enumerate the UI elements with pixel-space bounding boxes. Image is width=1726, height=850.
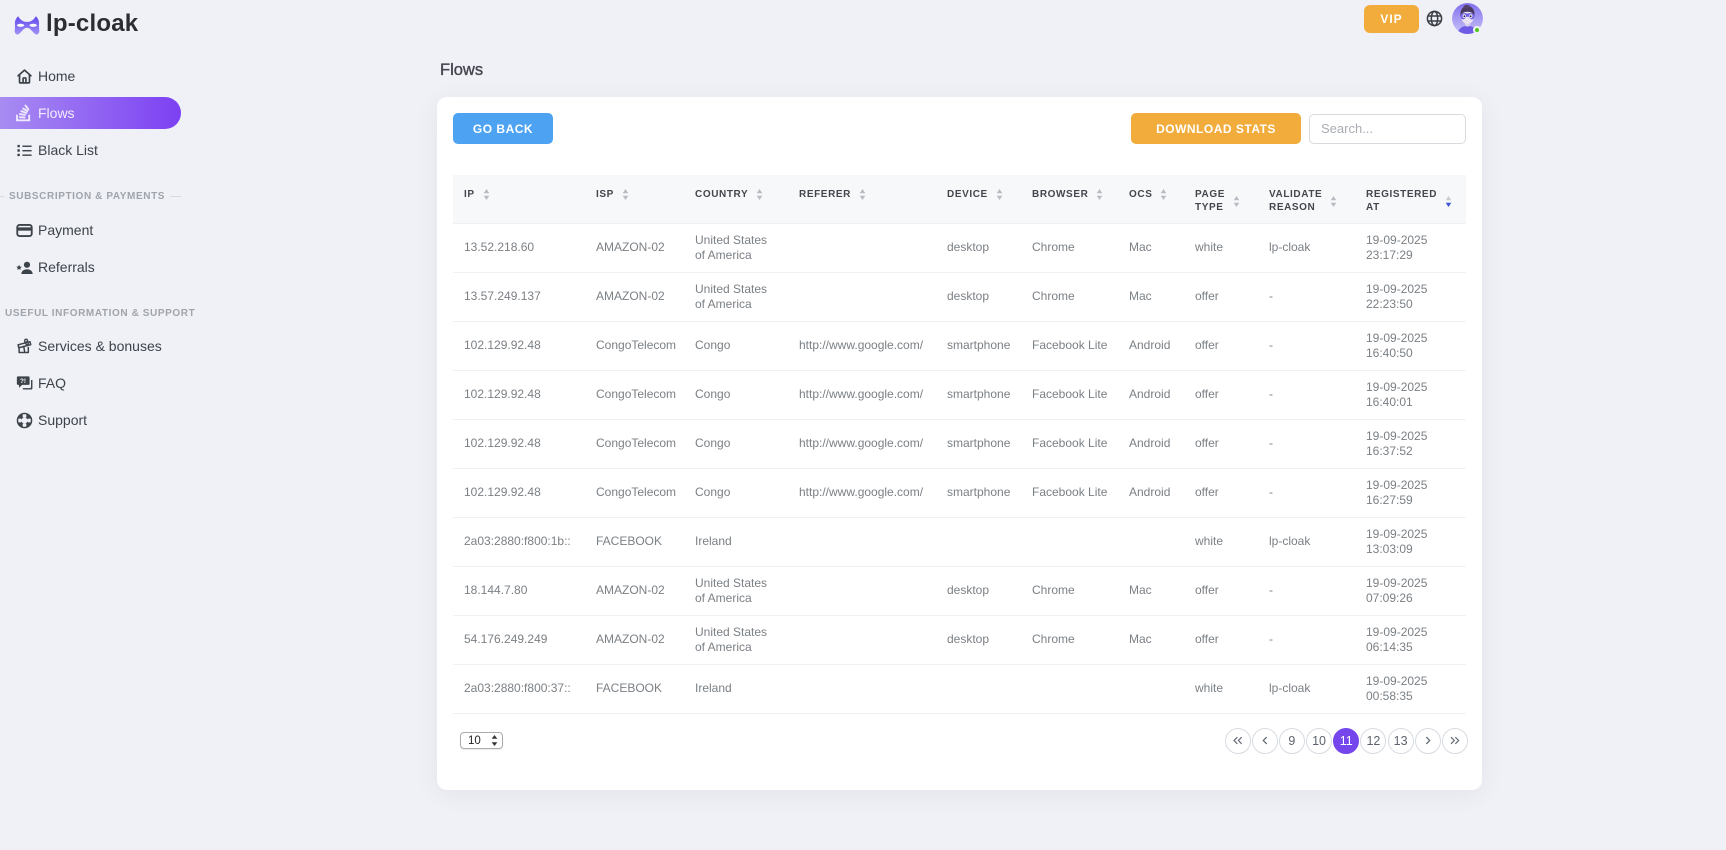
svg-text:?!: ?! bbox=[20, 378, 26, 385]
